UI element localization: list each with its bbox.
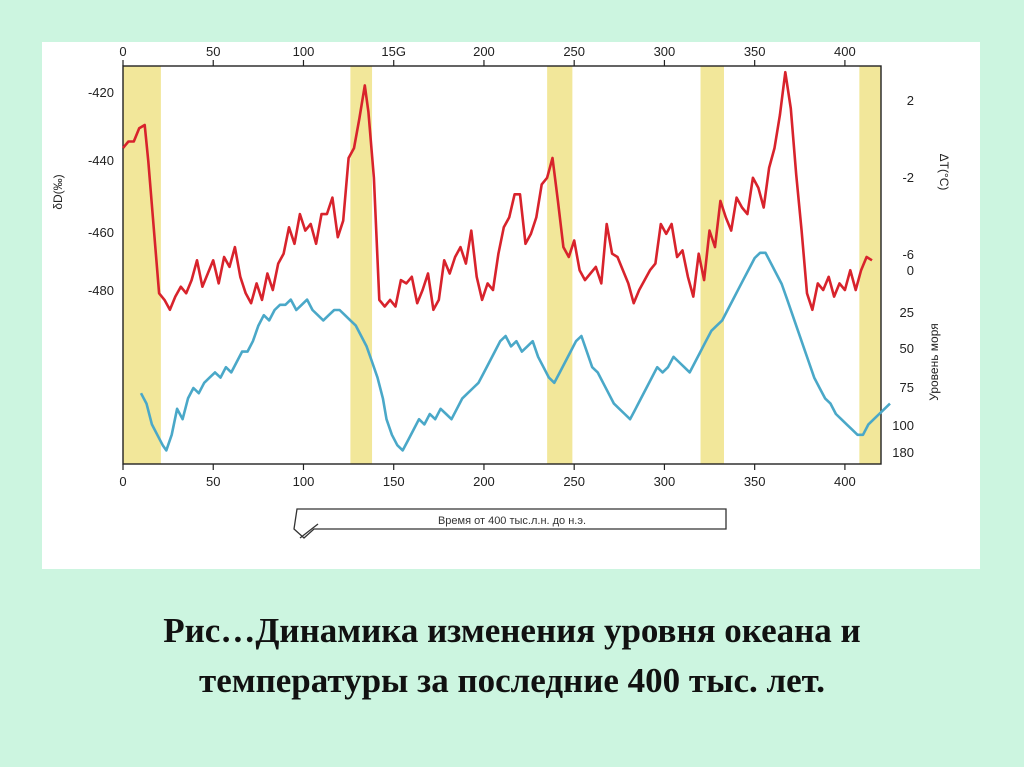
caption-line-2: температуры за последние 400 тыс. лет. [199, 661, 825, 700]
top-x-tick-label: 15G [381, 44, 406, 59]
interglacial-band [700, 66, 724, 464]
left-y-tick-label: -460 [88, 225, 114, 240]
right-temp-tick-label: -6 [902, 247, 914, 262]
plot-frame [122, 65, 882, 465]
left-y-tick-label: -420 [88, 85, 114, 100]
interglacial-band [350, 66, 373, 464]
right-sea-axis: 0 25 50 75 100 180 [892, 263, 914, 460]
interglacial-band [547, 66, 573, 464]
top-x-tick-label: 350 [744, 44, 766, 59]
interglacial-band [859, 66, 881, 464]
bottom-x-tick-label: 300 [654, 474, 676, 489]
top-x-tick-label: 100 [293, 44, 315, 59]
right-sea-tick-label: 180 [892, 445, 914, 460]
right-sea-axis-label: Уровень моря [927, 323, 941, 401]
time-arrow: Время от 400 тыс.л.н. до н.э. [293, 508, 727, 539]
right-sea-tick-label: 100 [892, 418, 914, 433]
top-x-axis: 0 50 100 15G 200 250 300 350 400 [119, 44, 856, 66]
caption-line-1: Рис…Динамика изменения уровня океана и [163, 611, 861, 650]
caption: Рис…Динамика изменения уровня океана и т… [40, 606, 984, 706]
bottom-x-tick-label: 100 [293, 474, 315, 489]
sea-level-series [139, 251, 891, 452]
left-axis-label: δD(‰) [51, 174, 65, 209]
figure-panel: 0 50 100 15G 200 250 300 350 400 0 50 100 150 200 250… [42, 42, 980, 569]
top-x-tick-label: 300 [654, 44, 676, 59]
right-temp-axis: 2 -2 -6 [902, 93, 914, 262]
bottom-x-tick-label: 200 [473, 474, 495, 489]
right-sea-tick-label: 0 [907, 263, 914, 278]
bottom-x-tick-label: 400 [834, 474, 856, 489]
left-y-axis: -420 -440 -460 -480 [88, 85, 114, 298]
bottom-x-tick-label: 50 [206, 474, 220, 489]
time-arrow-label: Время от 400 тыс.л.н. до н.э. [438, 515, 586, 527]
top-x-tick-label: 50 [206, 44, 220, 59]
right-sea-tick-label: 50 [900, 341, 914, 356]
left-y-tick-label: -440 [88, 153, 114, 168]
chart: 0 50 100 15G 200 250 300 350 400 0 50 100 150 200 250… [51, 44, 951, 539]
right-temp-tick-label: 2 [907, 93, 914, 108]
top-x-tick-label: 0 [119, 44, 126, 59]
right-temp-axis-label: ΔT(°C) [937, 154, 951, 191]
top-x-tick-label: 400 [834, 44, 856, 59]
top-x-tick-label: 250 [563, 44, 585, 59]
right-sea-tick-label: 75 [900, 380, 914, 395]
bottom-x-tick-label: 350 [744, 474, 766, 489]
bottom-x-tick-label: 0 [119, 474, 126, 489]
right-temp-tick-label: -2 [902, 170, 914, 185]
bottom-x-axis: 0 50 100 150 200 250 300 350 400 [119, 464, 856, 489]
interglacial-bands [123, 66, 881, 464]
bottom-x-tick-label: 150 [383, 474, 405, 489]
left-y-tick-label: -480 [88, 283, 114, 298]
deuterium-series [121, 70, 873, 312]
right-sea-tick-label: 25 [900, 305, 914, 320]
bottom-x-tick-label: 250 [563, 474, 585, 489]
top-x-tick-label: 200 [473, 44, 495, 59]
